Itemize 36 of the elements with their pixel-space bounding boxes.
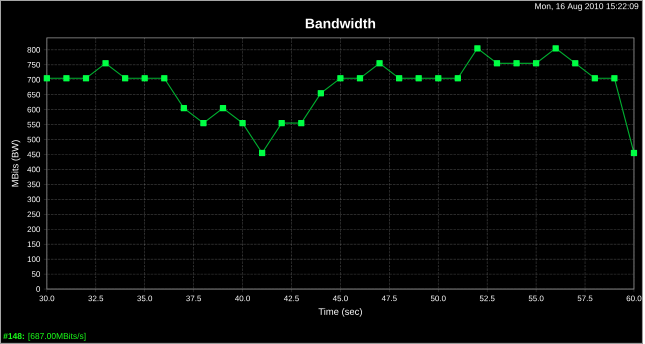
y-axis-title: MBits (BW) bbox=[11, 140, 20, 187]
point bbox=[142, 75, 148, 82]
point bbox=[416, 75, 422, 82]
point bbox=[592, 75, 598, 82]
point bbox=[494, 60, 500, 66]
point bbox=[552, 45, 559, 52]
text: #148: [687.00MBits/s] bbox=[3, 332, 86, 341]
point bbox=[435, 75, 442, 82]
point bbox=[474, 45, 481, 52]
point bbox=[611, 75, 618, 82]
point bbox=[337, 75, 344, 82]
point bbox=[513, 60, 520, 66]
point bbox=[258, 150, 266, 156]
point bbox=[102, 60, 109, 66]
point bbox=[180, 105, 187, 112]
point bbox=[356, 75, 364, 82]
point bbox=[376, 60, 383, 66]
chart-title: Bandwidth bbox=[306, 18, 376, 28]
point bbox=[396, 75, 402, 82]
point bbox=[298, 120, 304, 126]
point bbox=[532, 60, 540, 66]
point bbox=[278, 120, 285, 126]
point bbox=[239, 120, 246, 126]
point bbox=[200, 120, 207, 126]
point bbox=[630, 150, 638, 156]
point bbox=[220, 105, 226, 112]
point bbox=[122, 75, 128, 82]
x-axis-title: Time (sec) bbox=[318, 308, 362, 317]
point bbox=[161, 75, 168, 82]
point bbox=[44, 75, 50, 82]
point bbox=[318, 90, 324, 96]
point bbox=[572, 60, 578, 66]
text: Mon, 16 Aug 2010 15:22:09 bbox=[535, 3, 638, 11]
point bbox=[454, 75, 461, 82]
point bbox=[63, 75, 70, 82]
point bbox=[82, 75, 90, 82]
